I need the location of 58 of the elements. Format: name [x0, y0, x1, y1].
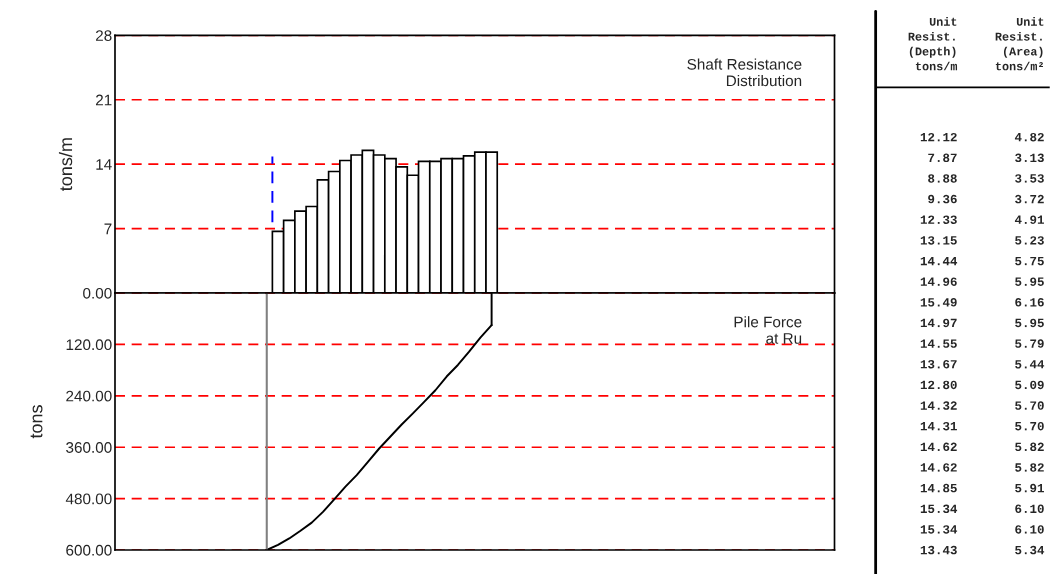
category-label: Unit Resist. (Depth) tons/m [908, 17, 958, 71]
text: 14.32 [920, 401, 957, 410]
text: 14.96 [920, 277, 957, 286]
y-tick-label: 21 [95, 94, 112, 106]
text: 14.31 [920, 421, 957, 431]
text: 5.95 [1015, 277, 1044, 286]
text: 5.70 [1015, 421, 1044, 431]
y-tick-label: 7 [104, 223, 112, 235]
text: 3.53 [1015, 174, 1044, 183]
text: 13.43 [920, 545, 957, 555]
text: 5.34 [1015, 545, 1045, 555]
text: 5.91 [1015, 483, 1044, 493]
category-label: Unit Resist. (Area) tons/m² [995, 17, 1044, 71]
text: 15.34 [920, 525, 958, 534]
text: 12.80 [920, 380, 957, 390]
text: 15.49 [920, 298, 957, 307]
text: 3.72 [1015, 194, 1044, 204]
text: 5.82 [1015, 442, 1044, 452]
y-tick-label: 600.00 [66, 544, 112, 556]
text: 7.87 [928, 153, 957, 163]
text: 5.70 [1015, 401, 1044, 410]
text: 4.82 [1014, 132, 1044, 142]
text: 14.55 [920, 339, 957, 348]
y-tick-label: 28 [95, 30, 112, 41]
text: 15.34 [920, 504, 958, 514]
text: 13.67 [920, 360, 957, 369]
text: 5.23 [1015, 236, 1044, 245]
text: 5.95 [1015, 318, 1044, 328]
text: 3.13 [1015, 153, 1044, 163]
text: 6.10 [1015, 504, 1044, 513]
y-tick-label: 14 [96, 159, 112, 170]
text: 14.44 [920, 256, 958, 266]
text: 6.16 [1015, 298, 1044, 307]
text: 6.10 [1015, 525, 1044, 534]
text: 5.79 [1015, 339, 1044, 348]
y-tick-label: 120.00 [66, 339, 112, 351]
text: 12.12 [920, 132, 957, 142]
text: 14.62 [920, 463, 957, 472]
text: 5.82 [1015, 463, 1044, 472]
y-axis-title: tons/m [58, 138, 73, 191]
text: 8.88 [928, 174, 957, 183]
annotation: Shaft Resistance Distribution [687, 58, 802, 87]
annotation: Pile Force at Ru [734, 316, 802, 344]
text: 12.33 [920, 215, 957, 224]
text: 5.09 [1015, 380, 1044, 390]
y-tick-label: 360.00 [66, 442, 112, 453]
text: 13.15 [920, 236, 957, 245]
y-tick-label: 0.00 [83, 287, 112, 299]
text: 5.75 [1015, 256, 1044, 266]
text: 9.36 [928, 194, 957, 204]
text: 4.91 [1014, 215, 1044, 224]
y-axis-title: tons [30, 405, 43, 439]
text: 14.85 [920, 483, 957, 493]
y-tick-label: 240.00 [66, 390, 112, 402]
y-tick-label: 480.00 [65, 493, 112, 505]
text: 14.62 [920, 442, 957, 452]
text: 5.44 [1015, 360, 1045, 369]
text: 14.97 [920, 318, 957, 328]
